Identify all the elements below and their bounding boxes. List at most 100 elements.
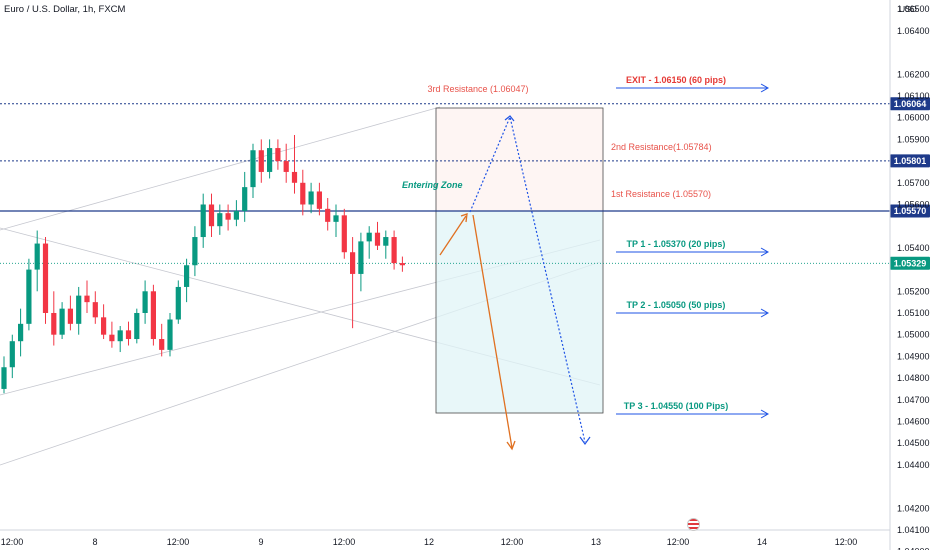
candle-body xyxy=(18,323,24,342)
y-tick-label: 1.04200 xyxy=(897,503,930,513)
candle-body xyxy=(150,291,156,340)
y-tick-label: 1.06200 xyxy=(897,69,930,79)
annotation-exit: EXIT - 1.06150 (60 pips) xyxy=(626,75,726,85)
y-tick-label: 1.05600 xyxy=(897,200,930,210)
price-tag-box xyxy=(890,204,930,218)
candle-body xyxy=(258,150,264,172)
candle-body xyxy=(134,312,140,340)
candle-body xyxy=(9,341,15,368)
candle-body xyxy=(125,330,132,340)
target-zone-box xyxy=(436,211,603,413)
price-tag-box xyxy=(890,154,930,168)
candle-body xyxy=(358,241,364,274)
projection-end-arrowhead xyxy=(579,436,591,446)
candle-body xyxy=(399,263,405,266)
y-tick-label: 1.04600 xyxy=(897,417,930,427)
candle-body xyxy=(76,295,82,324)
x-tick-label: 12:00 xyxy=(835,537,858,547)
price-tag-label: 1.05570 xyxy=(894,206,927,216)
y-tick-label: 1.04000 xyxy=(897,547,930,550)
candle-body xyxy=(208,204,215,227)
candle-body xyxy=(333,215,339,222)
y-tick-label: 1.04100 xyxy=(897,525,930,535)
y-tick-label: 1.04700 xyxy=(897,395,930,405)
y-tick-label: 1.04800 xyxy=(897,373,930,383)
candle-body xyxy=(92,302,98,318)
y-tick-label: 1.06100 xyxy=(897,91,930,101)
entry-arrow-head xyxy=(460,213,468,223)
annotation-tp3: TP 3 - 1.04550 (100 Pips) xyxy=(624,401,728,411)
candle-body xyxy=(51,312,57,335)
candle-body xyxy=(233,211,239,220)
candle-body xyxy=(374,232,381,246)
price-tag-box xyxy=(890,97,930,111)
y-tick-label: 1.05000 xyxy=(897,330,930,340)
candle-body xyxy=(275,148,281,162)
x-tick-label: 12:00 xyxy=(1,537,24,547)
candle-body xyxy=(341,215,347,253)
candle-body xyxy=(142,291,148,313)
candle-body xyxy=(1,367,7,389)
x-tick-label: 14 xyxy=(757,537,767,547)
candle-body xyxy=(159,339,165,350)
price-tag-label: 1.05801 xyxy=(894,156,927,166)
target-arrow-head xyxy=(760,409,770,419)
x-tick-label: 12:00 xyxy=(167,537,190,547)
projection-peak-arrowhead xyxy=(504,115,515,122)
y-tick-label: 1.06000 xyxy=(897,113,930,123)
annotation-res3: 3rd Resistance (1.06047) xyxy=(427,84,528,94)
y-tick-label: 1.05700 xyxy=(897,178,930,188)
x-tick-label: 12:00 xyxy=(333,537,356,547)
candle-body xyxy=(200,204,206,238)
candle-body xyxy=(175,286,181,320)
candle-body xyxy=(308,191,314,205)
candle-body xyxy=(109,334,115,342)
candle-body xyxy=(26,269,32,324)
x-tick-label: 12:00 xyxy=(501,537,524,547)
down-arrow-head xyxy=(506,440,516,451)
candle-body xyxy=(383,237,389,246)
candle-body xyxy=(67,308,73,324)
flag-icon xyxy=(687,518,700,531)
x-tick-label: 13 xyxy=(591,537,601,547)
trendline-upper xyxy=(0,106,441,231)
projection-path-dotted xyxy=(469,115,586,443)
y-tick-label: 1.05100 xyxy=(897,308,930,318)
y-tick-label: 1.04900 xyxy=(897,351,930,361)
candle-body xyxy=(350,252,356,274)
x-tick-label: 9 xyxy=(258,537,263,547)
candle-body xyxy=(34,243,40,270)
candle-body xyxy=(291,171,298,183)
candle-body xyxy=(325,208,331,222)
x-tick-label: 12 xyxy=(424,537,434,547)
candle-body xyxy=(366,232,372,242)
candle-body xyxy=(84,295,90,303)
y-tick-label: 1.05400 xyxy=(897,243,930,253)
annotation-res2: 2nd Resistance(1.05784) xyxy=(611,142,712,152)
annotation-tp1: TP 1 - 1.05370 (20 pips) xyxy=(627,239,726,249)
candle-body xyxy=(184,265,190,287)
candle-body xyxy=(283,161,289,172)
candle-body xyxy=(167,319,173,350)
stop-zone-box xyxy=(436,108,603,211)
candle-body xyxy=(391,237,397,264)
candle-body xyxy=(316,191,322,209)
price-tag-label: 1.05329 xyxy=(894,258,927,268)
y-tick-label: 1.05900 xyxy=(897,134,930,144)
annotation-entering: Entering Zone xyxy=(402,180,463,190)
down-arrow-line xyxy=(472,214,513,449)
candle-body xyxy=(267,148,273,172)
target-arrow-head xyxy=(760,247,770,257)
annotation-tp2: TP 2 - 1.05050 (50 pips) xyxy=(627,300,726,310)
candle-body xyxy=(242,187,248,211)
target-arrow-head xyxy=(760,83,770,93)
candle-body xyxy=(192,237,198,266)
y-tick-label: 1.04400 xyxy=(897,460,930,470)
candle-body xyxy=(250,150,256,188)
price-tag-box xyxy=(890,256,930,270)
chart-title: Euro / U.S. Dollar, 1h, FXCM xyxy=(4,4,126,15)
y-tick-label: 1.06500 xyxy=(897,4,930,14)
candle-body xyxy=(300,182,306,205)
x-tick-label: 8 xyxy=(92,537,97,547)
